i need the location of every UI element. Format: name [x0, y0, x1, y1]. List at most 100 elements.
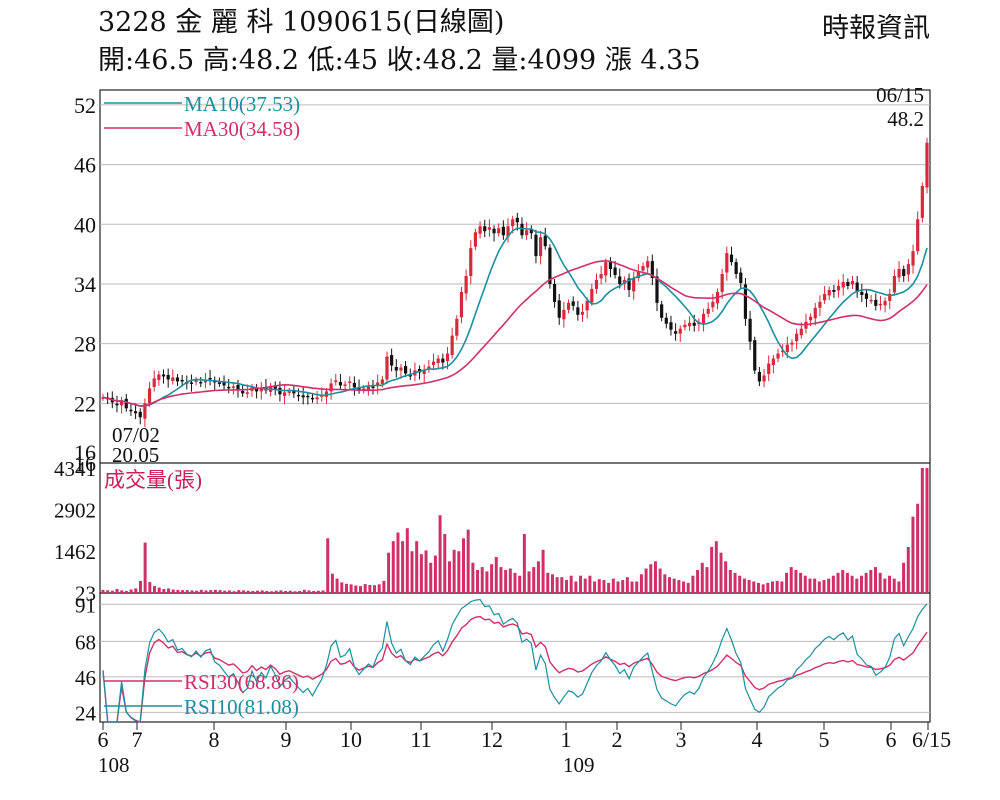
candle-body [799, 328, 803, 336]
candle-body [753, 340, 757, 371]
volume-bar [728, 569, 732, 593]
rsi-y-tick: 46 [75, 666, 96, 690]
volume-bar [738, 575, 742, 593]
candle-body [273, 386, 277, 390]
candle-body [199, 381, 203, 384]
candle-body [594, 279, 599, 289]
volume-bar [405, 528, 409, 593]
volume-bar [373, 585, 377, 593]
candle-body [743, 284, 748, 319]
volume-bar [864, 572, 868, 593]
volume-y-axis: 4341 2902 1462 23 [54, 457, 96, 605]
candle-body [497, 228, 501, 234]
volume-bar [494, 557, 498, 593]
candle-body [301, 395, 305, 398]
candle-body [334, 380, 338, 382]
candle-body [660, 304, 664, 318]
candle-body [315, 397, 319, 400]
x-tick-label: 12 [481, 727, 503, 752]
volume-bar [845, 572, 849, 593]
rsi-y-axis: 91 68 46 24 [75, 593, 97, 725]
volume-bar [663, 574, 667, 593]
volume-bar [391, 541, 395, 593]
candle-body [906, 264, 910, 275]
candle-body [748, 318, 752, 342]
volume-bar [429, 562, 433, 593]
volume-bar [635, 581, 639, 593]
candle-body [669, 322, 673, 330]
candle-body [911, 251, 915, 266]
candle-body [166, 374, 170, 380]
candle-body [850, 280, 855, 285]
source-label: 時報資訊 [822, 13, 930, 44]
volume-bar [241, 590, 245, 593]
candle-body [580, 311, 585, 315]
volume-bar [344, 583, 348, 593]
price-y-tick: 40 [74, 212, 96, 237]
candle-body [362, 388, 366, 390]
volume-bar [878, 572, 882, 593]
candle-body [781, 350, 785, 353]
volume-bar [771, 581, 774, 593]
x-tick-label: 3 [676, 727, 687, 752]
candle-body [343, 384, 347, 386]
volume-bar [447, 561, 451, 593]
candle-body [813, 307, 817, 319]
volume-bar [569, 575, 573, 593]
volume-bar [742, 578, 746, 593]
volume-bar [574, 581, 578, 593]
candle-body [394, 367, 398, 371]
volume-bar [452, 549, 456, 593]
candle-body [767, 363, 771, 374]
volume-bar [625, 577, 629, 593]
candle-body [236, 384, 240, 390]
volume-bar [513, 572, 517, 593]
candle-body [674, 331, 678, 334]
candle-body [278, 387, 282, 395]
volume-bar [752, 581, 756, 593]
volume-bar [181, 590, 185, 593]
volume-bar [218, 590, 222, 593]
candle-body [552, 283, 557, 302]
volume-bar [747, 580, 751, 593]
price-grid [100, 104, 930, 404]
volume-bar [377, 584, 381, 593]
volume-bar [438, 515, 442, 593]
candle-body [874, 299, 878, 306]
low-date-label: 07/02 [112, 423, 160, 447]
candle-body [175, 377, 180, 382]
price-y-tick: 16 [74, 451, 96, 476]
volume-bar [227, 590, 231, 593]
volume-bar [766, 582, 770, 593]
candle-body [436, 358, 440, 364]
volume-bars [101, 468, 929, 593]
candle-body [608, 262, 613, 270]
candle-body [809, 316, 813, 321]
volume-bar [110, 590, 114, 593]
x-tick-label: 2 [612, 727, 623, 752]
volume-y-tick: 1462 [54, 540, 96, 564]
candle-body [171, 377, 175, 381]
candle-body [138, 411, 142, 418]
volume-bar [719, 552, 723, 593]
candle-body [217, 382, 221, 384]
rsi-grid [100, 603, 930, 713]
volume-bar [124, 590, 128, 593]
volume-bar [237, 590, 241, 593]
candle-body [473, 232, 478, 247]
volume-bar [700, 562, 704, 593]
volume-bar [653, 561, 657, 593]
volume-bar [298, 590, 302, 593]
candle-body [390, 355, 394, 366]
candle-body [152, 378, 156, 387]
volume-bar [167, 588, 171, 593]
volume-bar [462, 538, 465, 593]
rsi10-line [102, 598, 928, 723]
candle-body [515, 217, 519, 223]
candle-body [711, 301, 715, 308]
ma10-legend-label: MA10(37.53) [184, 92, 300, 116]
year-label-109: 109 [563, 753, 595, 777]
volume-bar [518, 575, 522, 593]
volume-bar [368, 584, 372, 593]
candle-body [222, 381, 226, 386]
